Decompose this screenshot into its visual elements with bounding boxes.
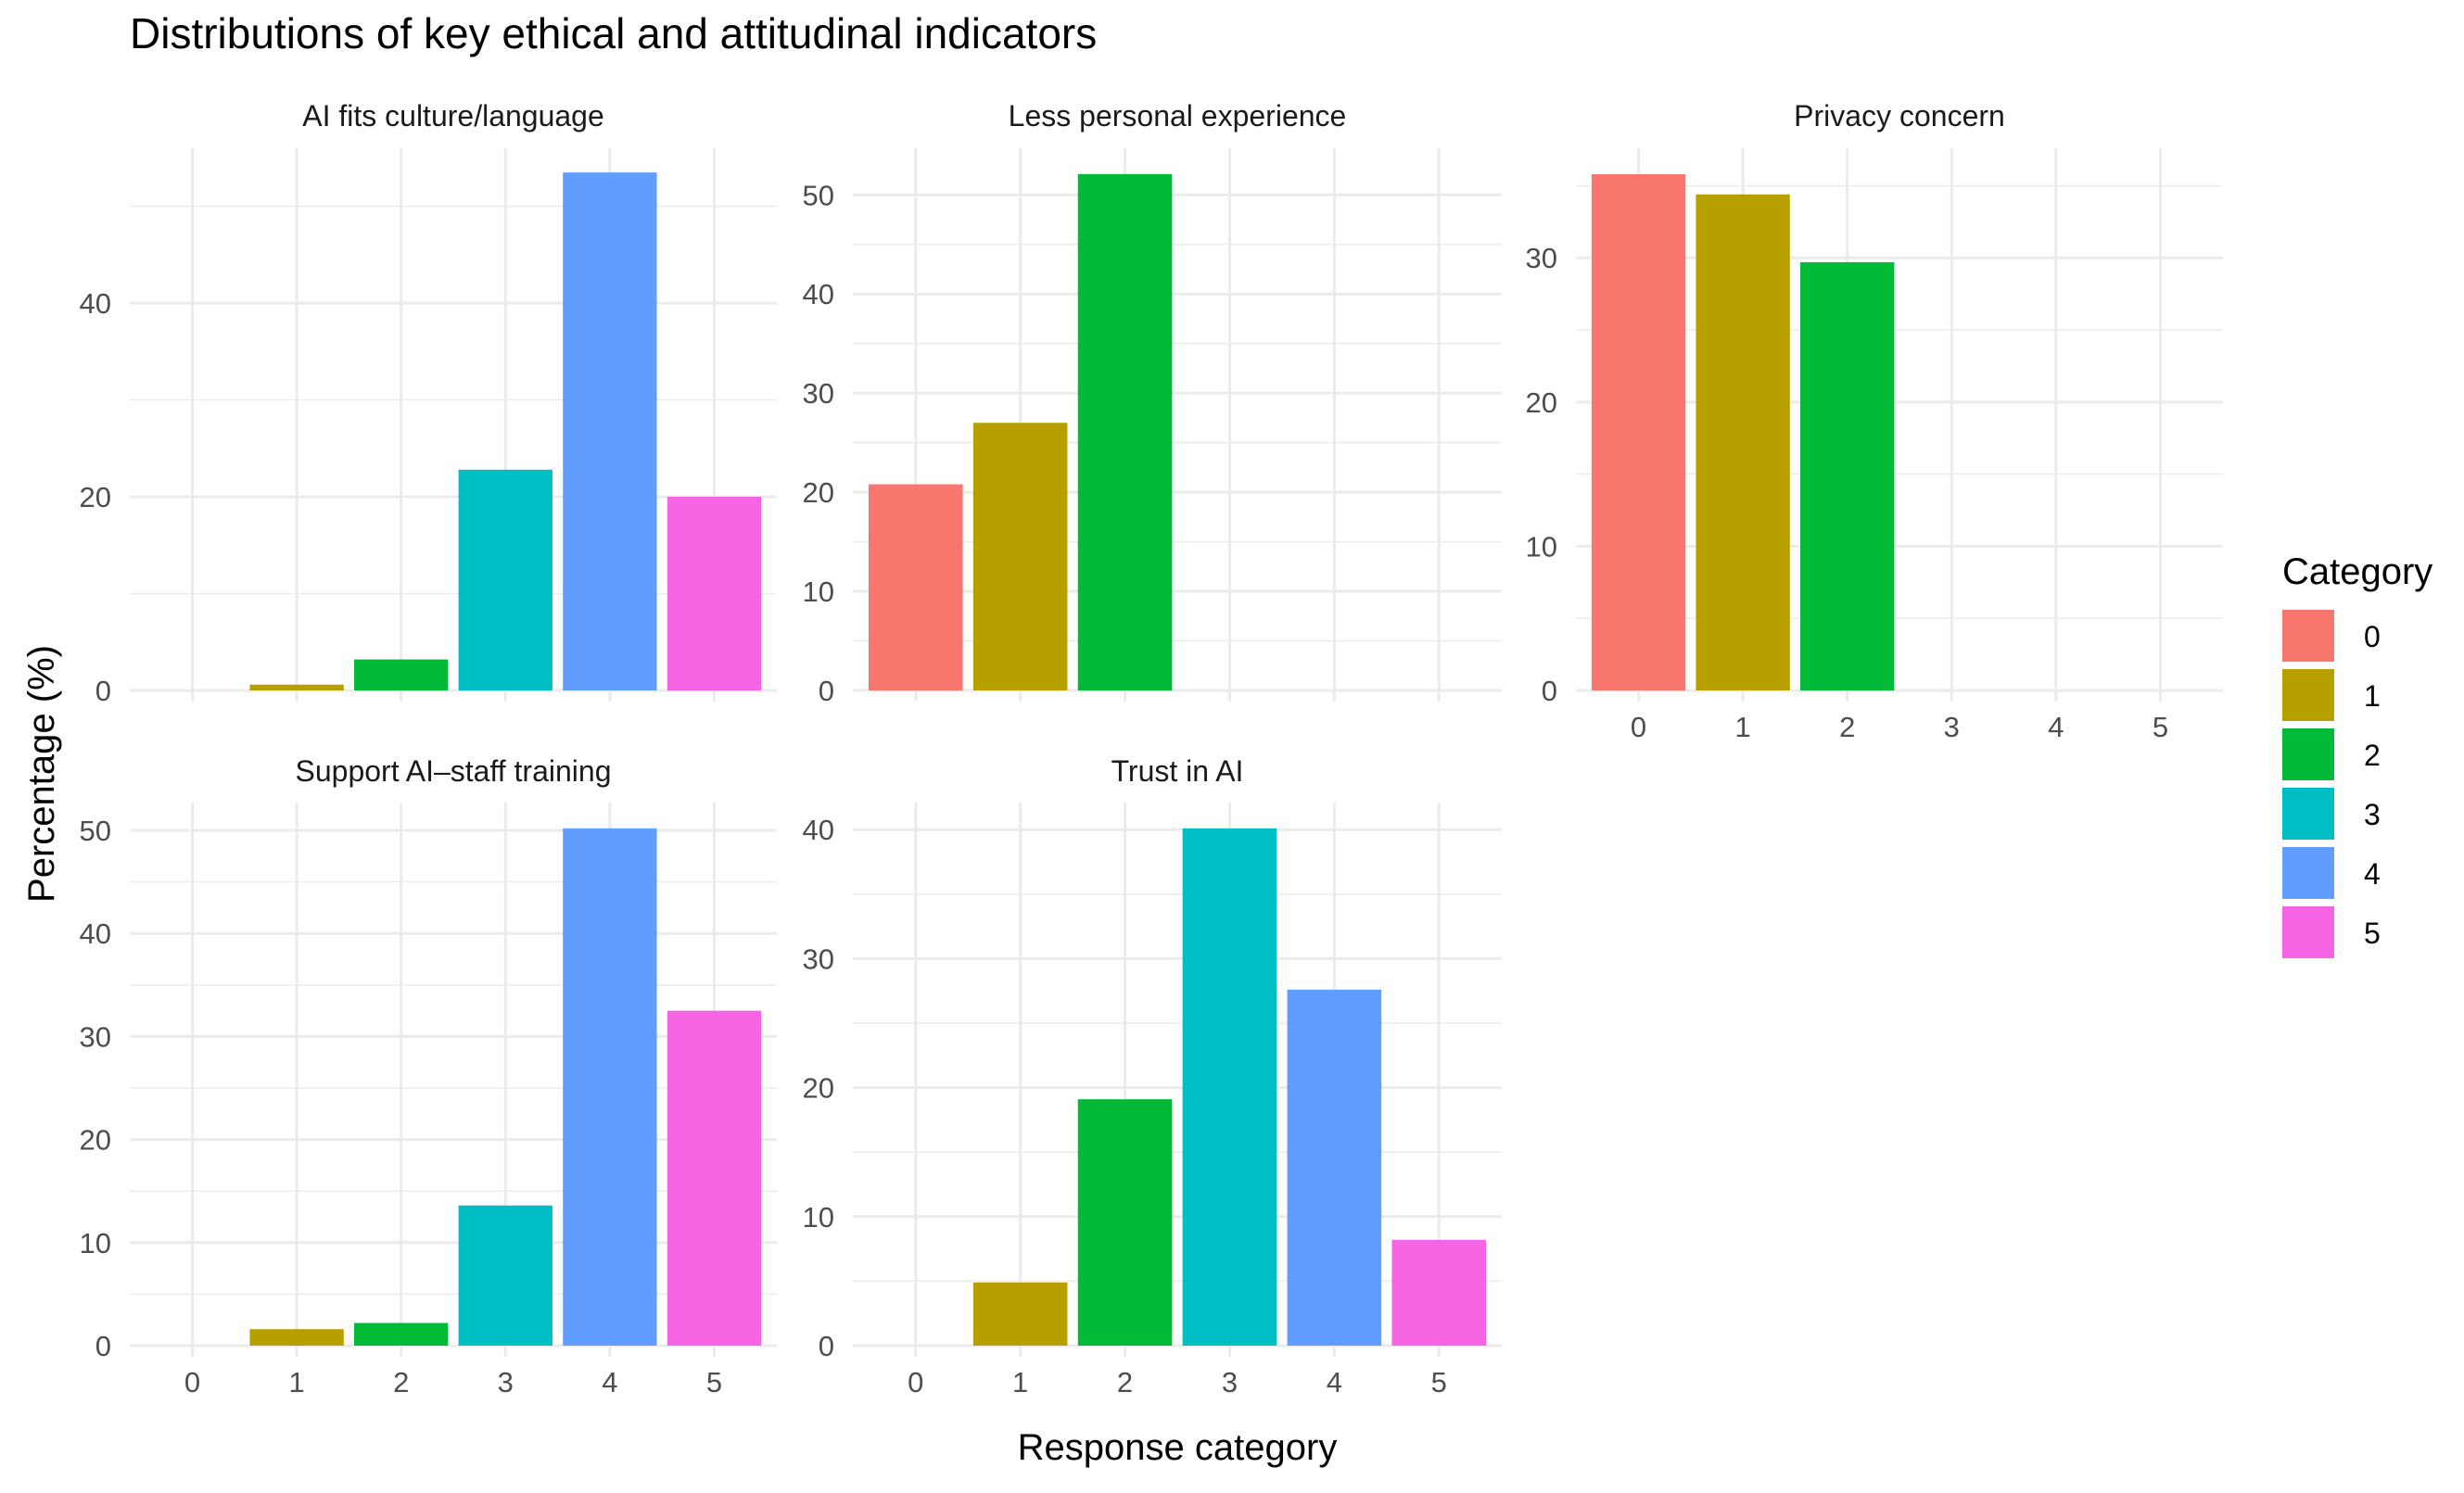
legend-swatch-2: [2282, 728, 2334, 780]
x-tick-label: 1: [1012, 1366, 1028, 1398]
y-tick-label: 10: [803, 576, 834, 608]
y-tick-label: 20: [80, 481, 111, 513]
x-tick-label: 0: [1631, 711, 1646, 743]
facet-title: Trust in AI: [1111, 754, 1244, 788]
legend-label: 5: [2364, 917, 2381, 950]
y-tick-label: 40: [80, 917, 111, 950]
bar-category-0: [1591, 174, 1686, 691]
y-tick-label: 30: [803, 377, 834, 410]
x-tick-label: 5: [706, 1366, 722, 1398]
x-tick-label: 0: [908, 1366, 923, 1398]
bar-category-2: [354, 1322, 449, 1346]
y-tick-label: 20: [1526, 386, 1557, 419]
y-tick-label: 30: [803, 943, 834, 975]
legend-label: 4: [2364, 857, 2381, 891]
bar-category-4: [563, 828, 657, 1346]
x-tick-label: 5: [1431, 1366, 1447, 1398]
bar-category-4: [1287, 989, 1382, 1346]
legend-label: 3: [2364, 798, 2381, 831]
legend-swatch-4: [2282, 847, 2334, 899]
legend-swatch-0: [2282, 610, 2334, 662]
y-tick-label: 0: [819, 675, 834, 707]
x-tick-label: 1: [1735, 711, 1751, 743]
y-tick-label: 50: [803, 179, 834, 211]
x-tick-label: 4: [1327, 1366, 1342, 1398]
bar-category-2: [1077, 1099, 1173, 1346]
legend-label: 0: [2364, 620, 2381, 653]
x-axis-label: Response category: [1018, 1427, 1338, 1468]
y-tick-label: 0: [819, 1330, 834, 1362]
y-tick-label: 40: [803, 814, 834, 846]
facet-panel: 0 10 20 30 40 50 Less personal experience: [803, 99, 1502, 707]
y-axis-label: Percentage (%): [21, 645, 62, 903]
x-tick-label: 3: [1222, 1366, 1238, 1398]
legend-swatch-3: [2282, 788, 2334, 840]
facet-panel: 0 20 40 AI fits culture/language: [80, 99, 777, 707]
x-tick-label: 2: [1839, 711, 1855, 743]
legend-title: Category: [2282, 551, 2432, 592]
x-tick-label: 0: [184, 1366, 200, 1398]
facet-panel: 0 10 20 30 40 50 0 1 2 3 4 5 Support AI–staff traini…: [80, 754, 777, 1398]
bar-category-3: [1182, 828, 1277, 1346]
legend-label: 2: [2364, 739, 2381, 772]
y-tick-label: 50: [80, 815, 111, 847]
bar-category-3: [458, 469, 552, 690]
facet-title: Privacy concern: [1794, 99, 2005, 133]
y-tick-label: 20: [803, 1072, 834, 1105]
y-tick-label: 30: [1526, 242, 1557, 274]
x-tick-label: 2: [393, 1366, 409, 1398]
y-tick-label: 30: [80, 1020, 111, 1053]
y-tick-label: 20: [80, 1124, 111, 1157]
bar-category-2: [1800, 261, 1895, 690]
chart-title: Distributions of key ethical and attitud…: [130, 9, 1097, 57]
x-tick-label: 5: [2153, 711, 2168, 743]
y-tick-label: 10: [803, 1201, 834, 1234]
x-tick-label: 4: [602, 1366, 617, 1398]
y-tick-label: 0: [95, 675, 111, 707]
facet-title: AI fits culture/language: [302, 99, 604, 133]
y-tick-label: 40: [80, 287, 111, 320]
bar-category-1: [972, 1282, 1068, 1346]
legend-label: 1: [2364, 679, 2381, 713]
bar-category-1: [972, 423, 1068, 690]
bar-category-0: [868, 484, 963, 690]
y-tick-label: 0: [95, 1330, 111, 1362]
x-tick-label: 3: [1944, 711, 1960, 743]
legend: Category 0 1 2 3 4 5: [2282, 551, 2432, 958]
x-tick-label: 4: [2048, 711, 2064, 743]
y-tick-label: 20: [803, 476, 834, 509]
bar-category-5: [667, 497, 762, 690]
bar-category-2: [1077, 173, 1173, 690]
bar-category-1: [1696, 194, 1790, 690]
x-tick-label: 1: [289, 1366, 305, 1398]
bar-category-2: [354, 659, 449, 690]
y-tick-label: 0: [1542, 675, 1557, 707]
facet-title: Support AI–staff training: [296, 754, 612, 788]
y-tick-label: 10: [80, 1227, 111, 1259]
bar-category-4: [563, 172, 657, 690]
bar-category-1: [249, 684, 344, 690]
legend-swatch-1: [2282, 669, 2334, 721]
bar-category-5: [1391, 1239, 1487, 1346]
bar-category-3: [458, 1205, 552, 1346]
y-tick-label: 40: [803, 278, 834, 310]
x-tick-label: 2: [1117, 1366, 1133, 1398]
facet-panel: 0 10 20 30 0 1 2 3 4 5 Privacy concern: [1526, 99, 2223, 743]
facet-panel: 0 10 20 30 40 0 1 2 3 4 5 Trust in AI: [803, 754, 1502, 1398]
facet-title: Less personal experience: [1009, 99, 1347, 133]
x-tick-label: 3: [498, 1366, 514, 1398]
bar-category-5: [667, 1010, 762, 1346]
legend-swatch-5: [2282, 906, 2334, 958]
bar-category-1: [249, 1329, 344, 1346]
y-tick-label: 10: [1526, 530, 1557, 563]
